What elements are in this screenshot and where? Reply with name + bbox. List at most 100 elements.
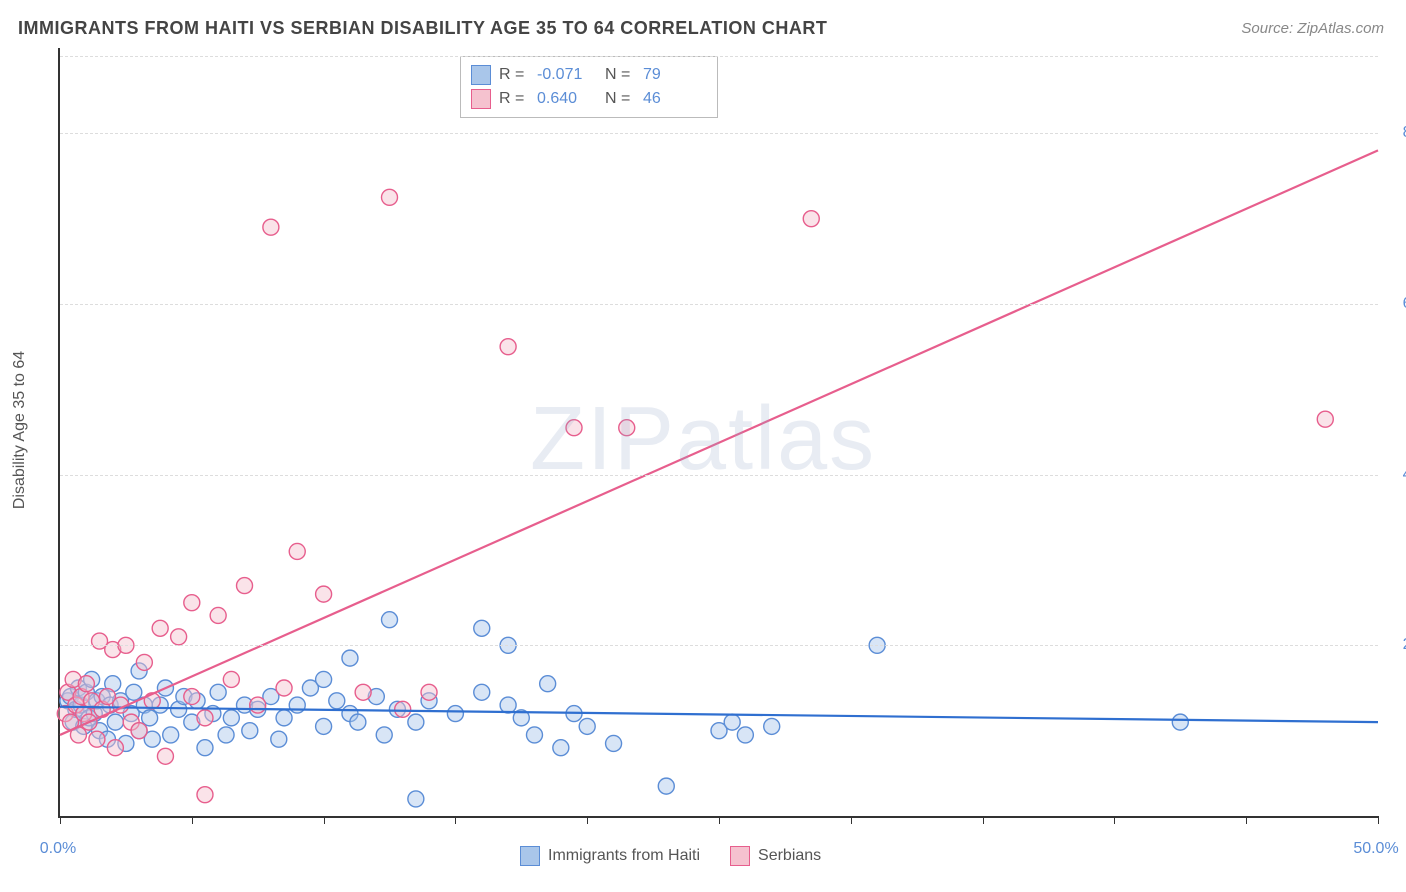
data-point-haiti [447, 706, 463, 722]
data-point-serbians [197, 787, 213, 803]
data-point-haiti [658, 778, 674, 794]
legend-item-haiti: Immigrants from Haiti [520, 846, 700, 866]
data-point-serbians [382, 189, 398, 205]
data-point-serbians [289, 543, 305, 559]
swatch-serbians-bottom [730, 846, 750, 866]
data-point-serbians [263, 219, 279, 235]
data-point-haiti [276, 710, 292, 726]
data-point-serbians [316, 586, 332, 602]
chart-svg [60, 48, 1378, 816]
n-value-serbians: 46 [643, 90, 703, 108]
n-label: N = [605, 90, 635, 108]
x-tick [1378, 816, 1379, 824]
legend-item-serbians: Serbians [730, 846, 821, 866]
data-point-haiti [329, 693, 345, 709]
n-value-haiti: 79 [643, 66, 703, 84]
r-label: R = [499, 90, 529, 108]
data-point-serbians [107, 740, 123, 756]
y-tick-label: 60.0% [1388, 295, 1406, 313]
data-point-serbians [78, 676, 94, 692]
data-point-haiti [764, 718, 780, 734]
data-point-haiti [107, 714, 123, 730]
legend-correlation-box: R = -0.071 N = 79 R = 0.640 N = 46 [460, 56, 718, 118]
swatch-haiti-bottom [520, 846, 540, 866]
x-tick-label: 50.0% [1353, 840, 1398, 858]
gridline-h [60, 475, 1378, 476]
data-point-haiti [342, 650, 358, 666]
data-point-haiti [197, 740, 213, 756]
x-tick [587, 816, 588, 824]
data-point-haiti [1172, 714, 1188, 730]
data-point-haiti [126, 684, 142, 700]
y-tick-label: 40.0% [1388, 466, 1406, 484]
legend-series: Immigrants from Haiti Serbians [520, 846, 821, 866]
data-point-serbians [210, 607, 226, 623]
data-point-haiti [474, 684, 490, 700]
data-point-haiti [316, 671, 332, 687]
data-point-haiti [553, 740, 569, 756]
data-point-serbians [184, 689, 200, 705]
data-point-haiti [210, 684, 226, 700]
legend-row-haiti: R = -0.071 N = 79 [471, 63, 703, 87]
plot-area: ZIPatlas R = -0.071 N = 79 R = 0.640 N =… [58, 48, 1378, 818]
y-tick-label: 20.0% [1388, 636, 1406, 654]
data-point-serbians [184, 595, 200, 611]
data-point-serbians [152, 620, 168, 636]
data-point-serbians [131, 723, 147, 739]
r-label: R = [499, 66, 529, 84]
data-point-serbians [421, 684, 437, 700]
data-point-haiti [526, 727, 542, 743]
data-point-haiti [350, 714, 366, 730]
data-point-haiti [163, 727, 179, 743]
gridline-h [60, 133, 1378, 134]
data-point-haiti [737, 727, 753, 743]
x-tick [719, 816, 720, 824]
data-point-haiti [540, 676, 556, 692]
y-tick-label: 80.0% [1388, 124, 1406, 142]
y-axis-title: Disability Age 35 to 64 [11, 351, 29, 509]
data-point-haiti [142, 710, 158, 726]
data-point-haiti [271, 731, 287, 747]
data-point-serbians [355, 684, 371, 700]
data-point-serbians [566, 420, 582, 436]
data-point-haiti [316, 718, 332, 734]
source-label: Source: [1241, 20, 1293, 37]
data-point-haiti [376, 727, 392, 743]
x-tick [1114, 816, 1115, 824]
gridline-h [60, 56, 1378, 57]
gridline-h [60, 304, 1378, 305]
x-tick [60, 816, 61, 824]
data-point-serbians [197, 710, 213, 726]
x-tick [324, 816, 325, 824]
legend-row-serbians: R = 0.640 N = 46 [471, 87, 703, 111]
data-point-haiti [218, 727, 234, 743]
r-value-haiti: -0.071 [537, 66, 597, 84]
data-point-haiti [474, 620, 490, 636]
swatch-serbians [471, 89, 491, 109]
data-point-haiti [242, 723, 258, 739]
data-point-haiti [382, 612, 398, 628]
regression-line-serbians [60, 150, 1378, 735]
gridline-h [60, 645, 1378, 646]
x-tick [983, 816, 984, 824]
chart-title: IMMIGRANTS FROM HAITI VS SERBIAN DISABIL… [18, 18, 827, 39]
legend-label-haiti: Immigrants from Haiti [548, 847, 700, 865]
x-tick-label: 0.0% [40, 840, 76, 858]
data-point-serbians [171, 629, 187, 645]
data-point-haiti [579, 718, 595, 734]
r-value-serbians: 0.640 [537, 90, 597, 108]
data-point-serbians [803, 211, 819, 227]
n-label: N = [605, 66, 635, 84]
data-point-serbians [250, 697, 266, 713]
data-point-haiti [724, 714, 740, 730]
data-point-haiti [223, 710, 239, 726]
data-point-haiti [606, 735, 622, 751]
x-tick [851, 816, 852, 824]
data-point-serbians [276, 680, 292, 696]
x-tick [455, 816, 456, 824]
data-point-serbians [237, 578, 253, 594]
data-point-serbians [157, 748, 173, 764]
data-point-haiti [408, 791, 424, 807]
data-point-serbians [1317, 411, 1333, 427]
data-point-serbians [223, 671, 239, 687]
